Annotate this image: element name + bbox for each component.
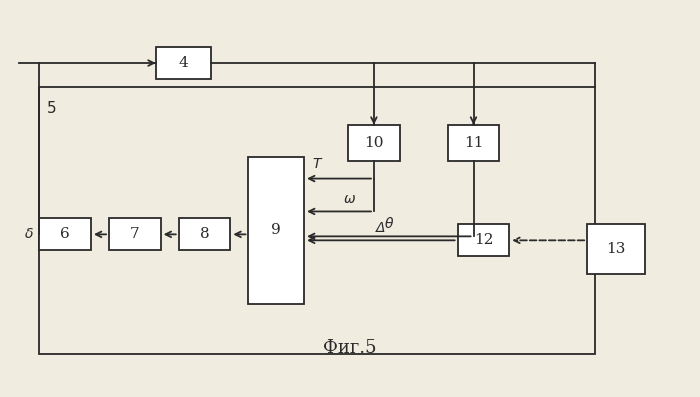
Text: 5: 5 <box>47 101 57 116</box>
Text: Δ: Δ <box>376 222 386 235</box>
Text: 11: 11 <box>464 136 483 150</box>
Bar <box>178 218 230 250</box>
Text: 9: 9 <box>272 224 281 237</box>
Text: 7: 7 <box>130 227 140 241</box>
Text: 4: 4 <box>178 56 188 70</box>
Text: 10: 10 <box>364 136 384 150</box>
Bar <box>458 224 510 256</box>
Bar <box>587 224 645 274</box>
Bar <box>156 47 211 79</box>
Text: 12: 12 <box>474 233 494 247</box>
Text: θ: θ <box>384 218 393 231</box>
Text: ω: ω <box>344 193 356 206</box>
Text: δ: δ <box>25 227 34 241</box>
Text: T: T <box>312 156 321 171</box>
Bar <box>248 157 304 304</box>
Bar <box>109 218 161 250</box>
Text: 8: 8 <box>199 227 209 241</box>
Bar <box>39 87 595 354</box>
Text: Фиг.5: Фиг.5 <box>323 339 377 357</box>
Bar <box>447 125 499 161</box>
Bar <box>39 218 91 250</box>
Bar <box>348 125 400 161</box>
Text: 6: 6 <box>60 227 70 241</box>
Text: 13: 13 <box>606 242 626 256</box>
